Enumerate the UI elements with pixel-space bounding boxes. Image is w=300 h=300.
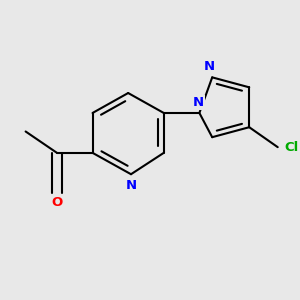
Text: N: N — [125, 178, 136, 191]
Text: N: N — [204, 60, 215, 73]
Text: Cl: Cl — [285, 141, 299, 154]
Text: N: N — [192, 96, 203, 109]
Text: O: O — [51, 196, 63, 209]
